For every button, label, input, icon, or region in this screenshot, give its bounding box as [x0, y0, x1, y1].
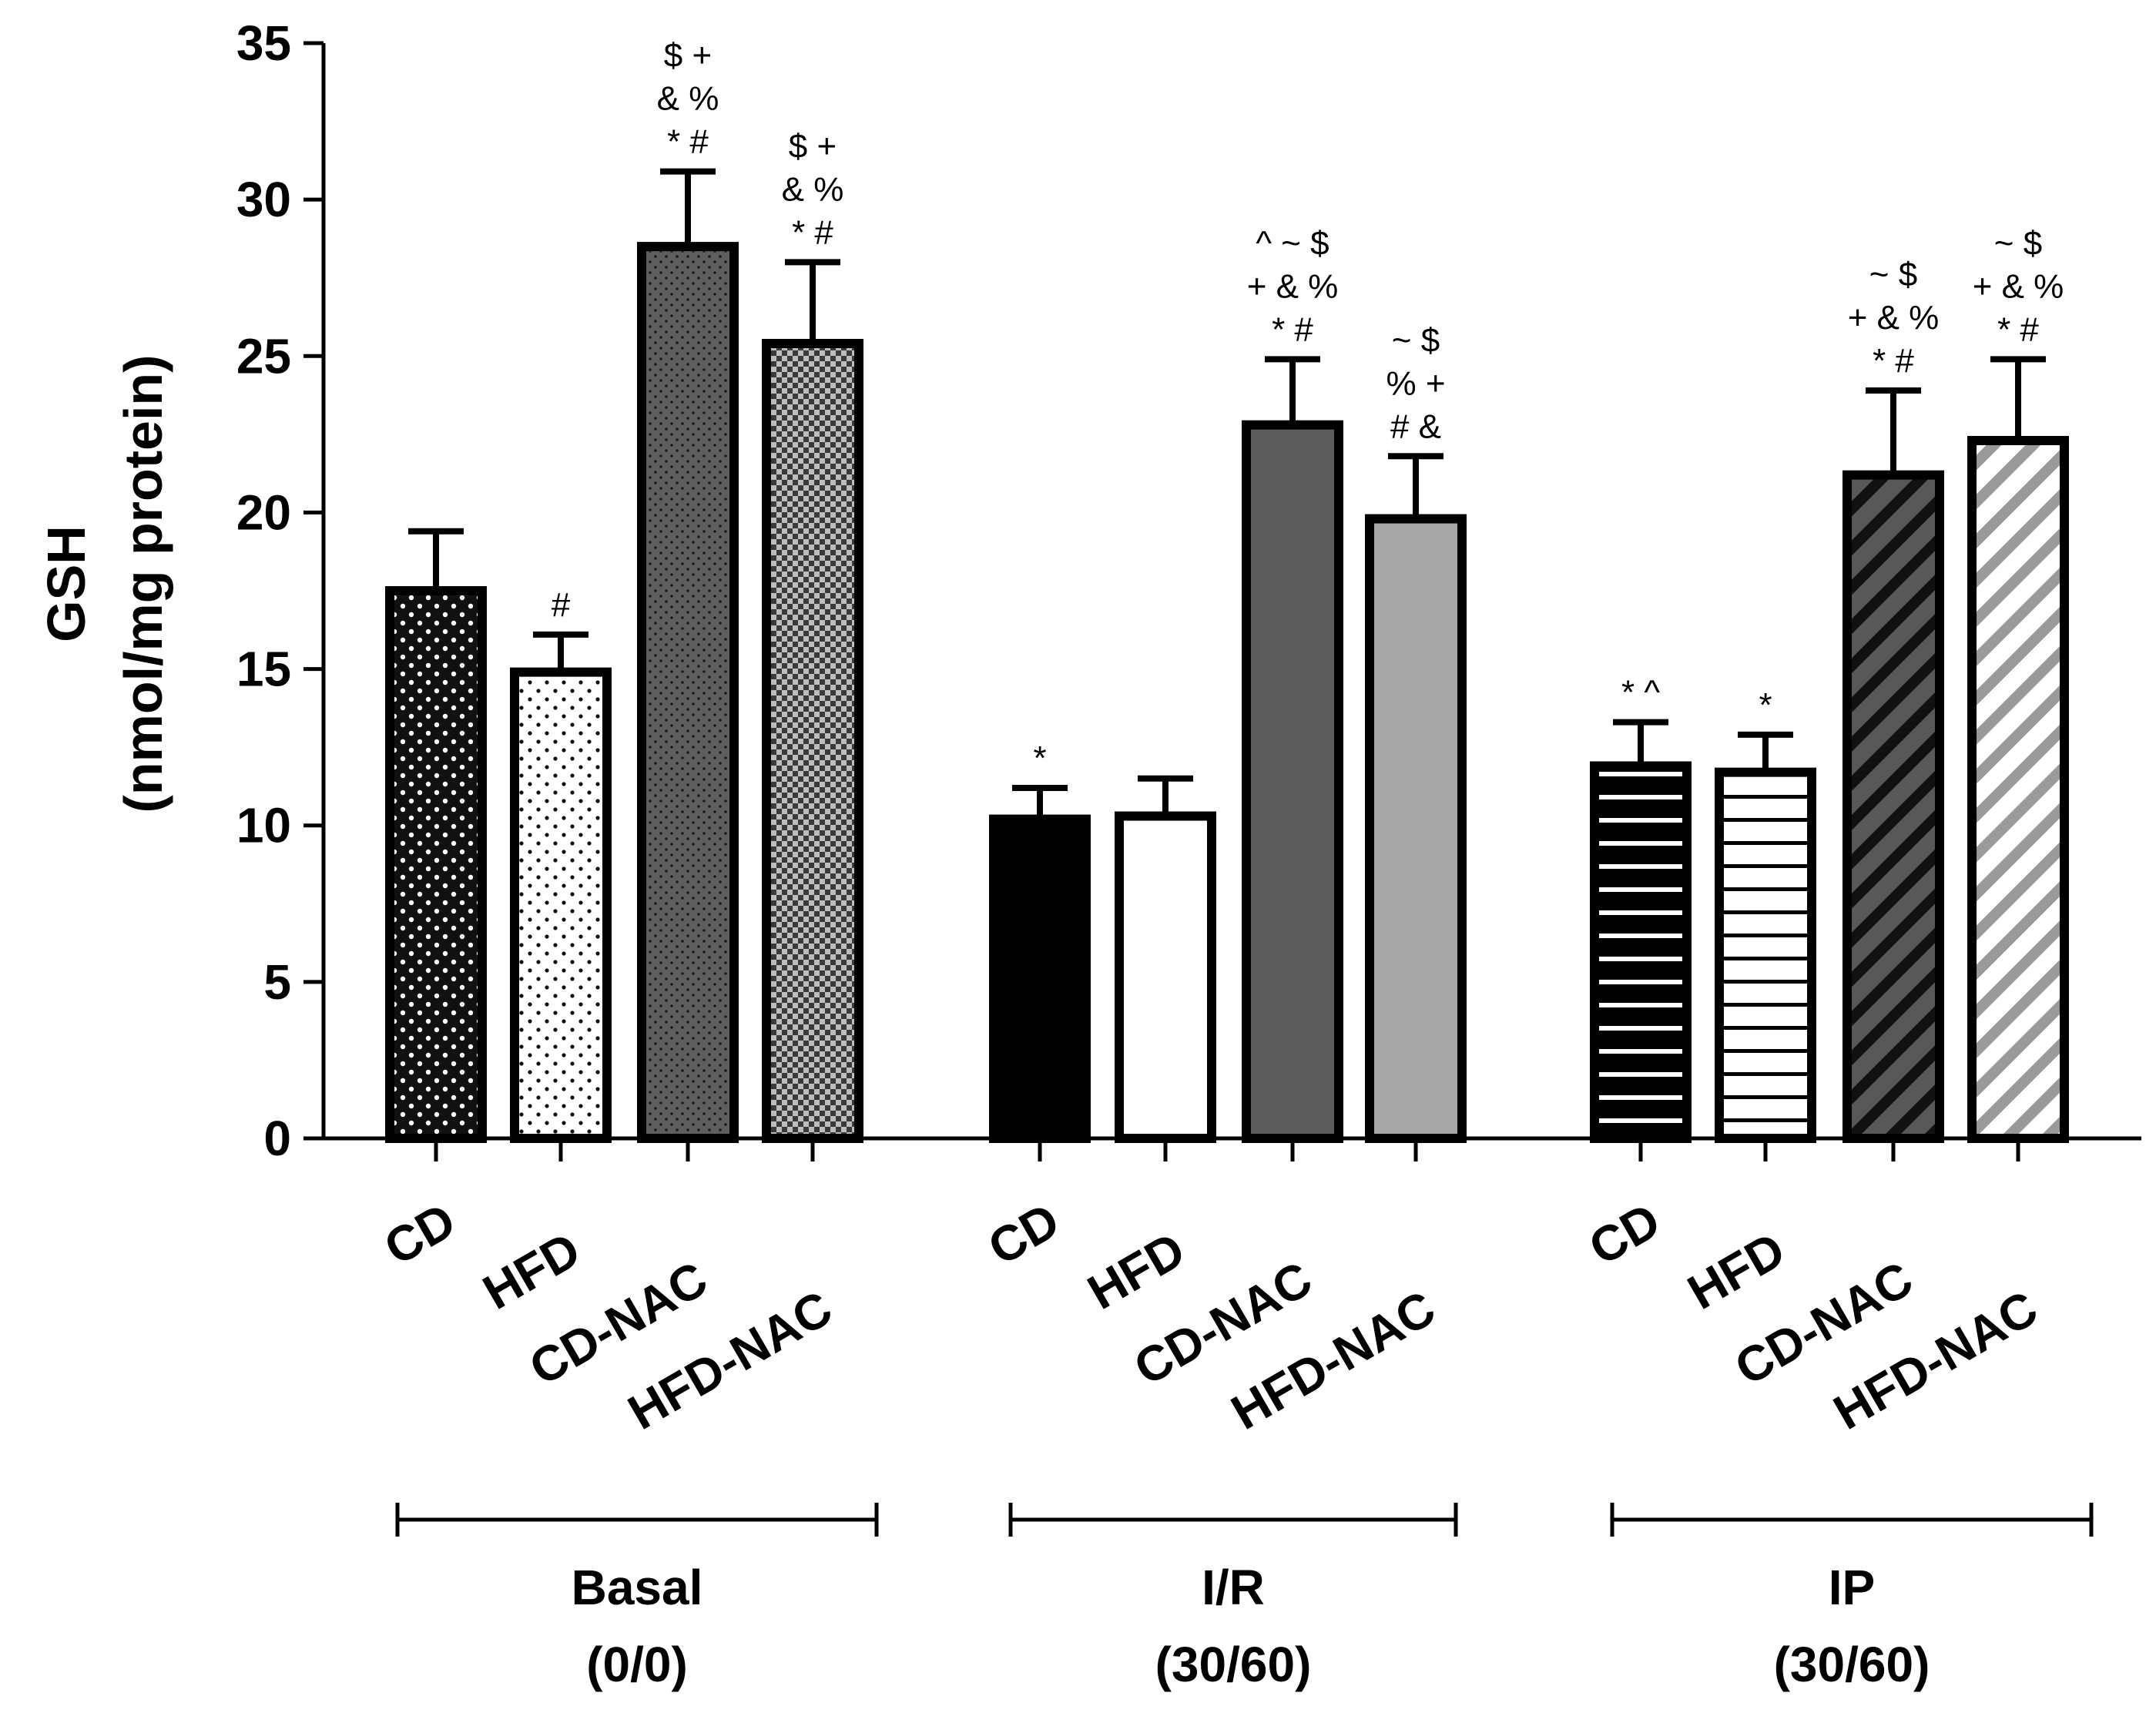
group-sublabel: (30/60) — [1155, 1637, 1312, 1692]
significance-label: + & % — [1247, 267, 1339, 305]
significance-label: + & % — [1848, 299, 1940, 337]
error-bars — [408, 168, 2046, 820]
axes: 0 5 10 15 20 25 30 35 — [236, 15, 2141, 1166]
category-label: HFD — [1678, 1222, 1794, 1320]
bars — [385, 242, 2069, 1144]
significance-label: ~ $ — [1869, 256, 1917, 293]
significance-label: ~ $ — [1994, 224, 2042, 262]
bar-ip-cd-nac — [1842, 470, 1944, 1143]
y-axis-label-line1: GSH — [36, 525, 96, 642]
category-label: HFD — [474, 1222, 589, 1320]
y-axis-label-line2: (nmol/mg protein) — [113, 355, 173, 813]
group-sublabel: (30/60) — [1774, 1637, 1930, 1692]
bar-ip-hfd — [1715, 767, 1816, 1143]
bar-basal-hfd — [510, 667, 612, 1143]
group-sublabel: (0/0) — [586, 1637, 688, 1692]
group-label: Basal — [572, 1560, 703, 1615]
y-tick-label: 35 — [236, 15, 291, 71]
significance-label: % + — [1386, 364, 1445, 402]
significance-label: * # — [792, 213, 833, 251]
bar-ir-hfd-nac — [1365, 514, 1467, 1143]
y-tick-label: 5 — [263, 954, 291, 1010]
significance-label: + & % — [1973, 267, 2064, 305]
significance-label: # — [552, 586, 571, 624]
bar-basal-cd — [385, 586, 487, 1143]
y-tick-label: 25 — [236, 328, 291, 384]
category-label: CD — [979, 1192, 1068, 1276]
y-tick-label: 10 — [236, 798, 291, 853]
significance-label: # & — [1390, 407, 1441, 445]
significance-label: * # — [667, 123, 709, 161]
significance-label: * ^ — [1621, 674, 1660, 712]
significance-label: ~ $ — [1392, 321, 1440, 359]
significance-label: * # — [1997, 310, 2039, 348]
significance-label: * — [1033, 739, 1046, 777]
y-tick-label: 15 — [236, 642, 291, 697]
bar-ip-cd — [1590, 761, 1692, 1144]
bar-basal-cd-nac — [637, 242, 739, 1144]
y-tick-label: 20 — [236, 484, 291, 540]
significance-label: & % — [657, 80, 719, 118]
bar-ir-hfd — [1115, 811, 1216, 1144]
significance-label: * # — [1272, 310, 1313, 348]
bar-basal-hfd-nac — [762, 339, 863, 1143]
bar-ip-hfd-nac — [1967, 435, 2069, 1143]
category-label: CD — [375, 1192, 464, 1276]
significance-annotations: # $ + & % * # $ + & % * # * ^ ~ $ + & % * # ~ $ % + #… — [552, 37, 2064, 777]
significance-label: * — [1759, 686, 1772, 724]
category-label: HFD — [1078, 1222, 1194, 1320]
significance-label: $ + — [789, 127, 837, 165]
bar-ir-cd-nac — [1242, 420, 1343, 1143]
category-label: CD — [1580, 1192, 1669, 1276]
y-tick-label: 30 — [236, 172, 291, 227]
group-brackets: Basal (0/0) I/R (30/60) IP (30/60) — [395, 1503, 2094, 1692]
group-label: I/R — [1202, 1560, 1265, 1615]
group-label: IP — [1829, 1560, 1875, 1615]
bar-ir-cd — [989, 814, 1091, 1144]
significance-label: $ + — [664, 37, 712, 75]
significance-label: * # — [1873, 342, 1914, 380]
significance-label: ^ ~ $ — [1256, 224, 1329, 262]
y-tick-label: 0 — [263, 1111, 291, 1166]
significance-label: & % — [782, 170, 844, 208]
